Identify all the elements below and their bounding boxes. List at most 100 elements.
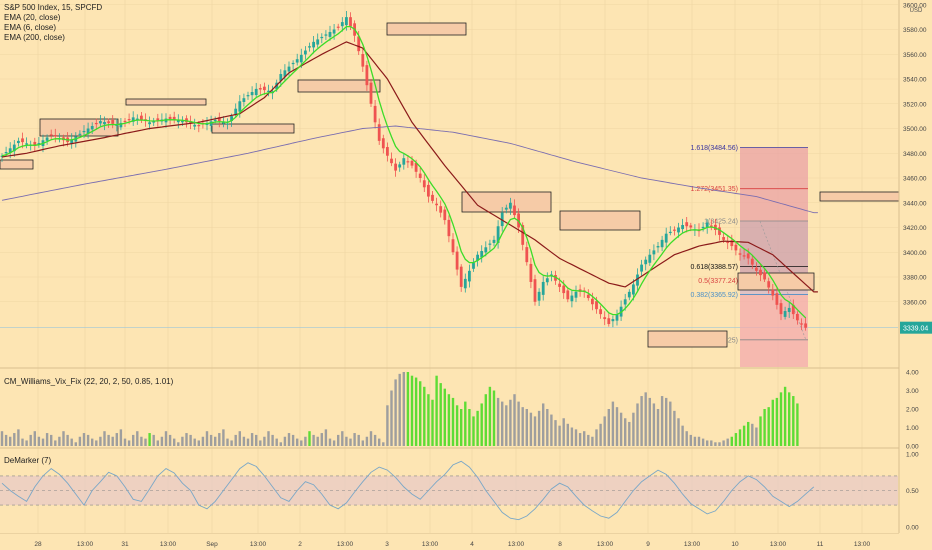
time-tick-label: 13:00 <box>597 541 614 548</box>
vix-bar <box>484 394 487 446</box>
price-tick-label: 3360.00 <box>903 299 927 306</box>
candle-body <box>193 124 197 127</box>
vix-bar <box>521 407 524 446</box>
time-tick-label: 10 <box>731 541 739 548</box>
candle-body <box>611 319 615 322</box>
candle-body <box>148 122 151 125</box>
vix-bar <box>70 438 73 446</box>
price-zone-box[interactable] <box>0 159 34 170</box>
candle-body <box>250 91 254 96</box>
candle-body <box>209 121 213 126</box>
vix-bar <box>123 438 127 446</box>
fib-level-label: 1(3425.24) <box>704 219 738 226</box>
price-zone-box[interactable] <box>297 79 381 93</box>
vix-bar <box>378 438 381 446</box>
price-zone-box[interactable] <box>647 330 728 348</box>
candle-body <box>222 122 225 124</box>
candle-body <box>422 180 426 188</box>
vix-bar <box>209 434 213 446</box>
vix-bar <box>583 431 586 446</box>
candle-body <box>500 212 504 227</box>
vix-bar <box>759 416 762 446</box>
candle-body <box>377 124 381 141</box>
vix-bar <box>263 436 266 446</box>
supply-demand-zones[interactable] <box>0 22 901 348</box>
price-tick-label: 3500.00 <box>903 126 927 133</box>
fib-lower-zone[interactable] <box>740 294 808 367</box>
candle-body <box>615 314 619 321</box>
time-tick-label: 2 <box>298 541 302 548</box>
fib-extension-zone[interactable] <box>740 147 808 222</box>
price-tick-label: 3380.00 <box>903 275 927 282</box>
last-price-badge[interactable] <box>900 321 932 334</box>
candle-body <box>746 253 750 259</box>
vix-bar <box>779 392 783 446</box>
vix-bar <box>427 394 430 446</box>
candle-body <box>258 88 262 90</box>
candle-body <box>463 278 467 289</box>
vix-bar <box>603 416 606 446</box>
price-zone-box[interactable] <box>819 191 901 202</box>
vix-bar <box>197 440 200 446</box>
vix-bar <box>464 401 467 446</box>
time-axis[interactable]: 28 13:00 31 13:00 Sep 13:00 2 13:00 3 13:00 4 13:00… <box>0 534 932 550</box>
vix-bar <box>669 401 672 446</box>
vix-bar <box>0 431 4 446</box>
price-zone-box[interactable] <box>559 210 641 231</box>
candle-body <box>431 194 434 201</box>
vix-bar <box>218 433 221 446</box>
price-zone-box[interactable] <box>386 22 467 36</box>
vix-panel-title[interactable]: CM_Williams_Vix_Fix (22, 20, 2, 50, 0.85… <box>4 377 174 386</box>
candle-body <box>459 266 463 287</box>
demarker-panel <box>0 460 898 521</box>
vix-bar <box>665 397 668 446</box>
vix-bar <box>95 440 98 446</box>
candle-body <box>443 209 447 221</box>
vix-bar <box>320 433 323 446</box>
price-zone-box[interactable] <box>39 118 119 137</box>
time-axis-background <box>0 534 932 550</box>
candle-body <box>595 301 598 310</box>
candle-body <box>410 160 414 166</box>
ema6-line <box>1 25 807 319</box>
vix-bar <box>127 440 131 446</box>
vix-bar <box>648 397 651 446</box>
candle-body <box>238 101 242 112</box>
candle-body <box>340 22 344 27</box>
price-zone-box[interactable] <box>211 123 295 134</box>
candle-body <box>406 161 410 163</box>
fib-upper-zone[interactable] <box>740 221 808 281</box>
demarker-panel-title[interactable]: DeMarker (7) <box>4 456 52 465</box>
vix-bar <box>767 407 770 446</box>
vix-bar <box>271 434 274 446</box>
vix-bar <box>619 412 623 446</box>
candle-body <box>599 309 602 315</box>
vix-bar <box>738 429 742 446</box>
legend-ema6[interactable]: EMA (6, close) <box>4 23 57 32</box>
vix-bar <box>66 434 69 446</box>
vix-bar <box>706 440 709 446</box>
legend-ema20[interactable]: EMA (20, close) <box>4 13 61 22</box>
price-tick-label: 3460.00 <box>903 176 927 183</box>
vix-bar <box>710 440 713 446</box>
candle-body <box>656 246 660 248</box>
candle-body <box>312 41 315 48</box>
candle-body <box>279 74 283 81</box>
vix-bar <box>62 431 65 446</box>
price-tick-label: 3560.00 <box>903 52 927 59</box>
vix-bar <box>386 405 389 446</box>
vix-bar <box>496 397 500 446</box>
candle-body <box>623 299 627 305</box>
price-zone-box[interactable] <box>737 272 815 291</box>
vix-bar <box>533 416 537 446</box>
price-zone-box[interactable] <box>125 98 207 106</box>
legend-ema200[interactable]: EMA (200, close) <box>4 33 65 42</box>
vix-bar <box>144 438 147 446</box>
vix-bar <box>640 396 643 446</box>
vix-bar <box>234 434 237 446</box>
candle-body <box>652 250 656 255</box>
candle-body <box>787 307 791 313</box>
vix-bar <box>365 436 369 446</box>
